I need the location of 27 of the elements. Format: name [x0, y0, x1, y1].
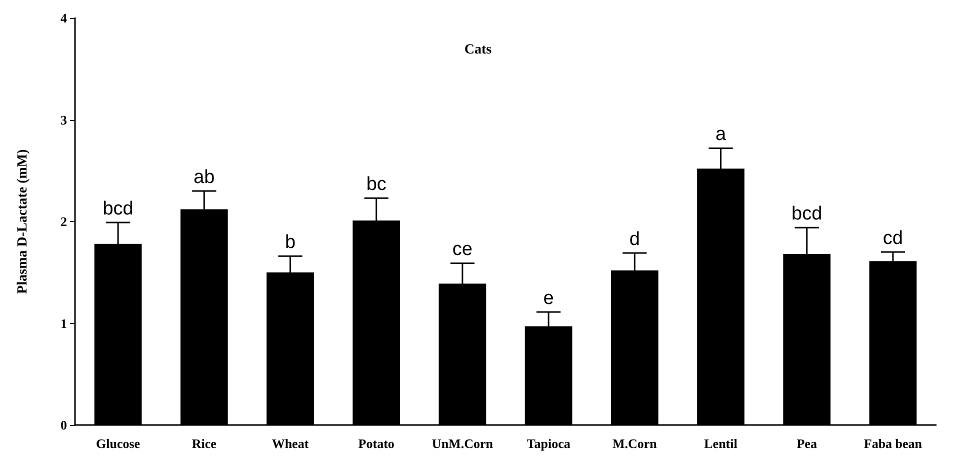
y-axis-title: Plasma D-Lactate (mM) — [16, 148, 30, 294]
x-tick-label: Lentil — [704, 436, 738, 451]
annotation: a — [715, 124, 726, 146]
x-tick-label: Rice — [192, 436, 217, 451]
x-tick-label: Potato — [358, 436, 394, 451]
annotation: e — [543, 288, 554, 310]
x-tick-label: UnM.Corn — [432, 436, 494, 451]
annotation: b — [284, 232, 296, 254]
annotation: d — [629, 229, 640, 250]
y-tick-label: 4 — [60, 10, 68, 26]
annotation: bcd — [102, 198, 134, 220]
annotation: ce — [452, 239, 472, 260]
x-tick-label: Faba bean — [864, 436, 923, 451]
annotation: bcd — [792, 204, 822, 225]
y-tick-label: 0 — [60, 418, 67, 432]
x-tick-label: Glucose — [96, 436, 140, 451]
y-tick-label: 3 — [60, 112, 68, 128]
text: Cats — [464, 42, 492, 58]
annotation: cd — [882, 228, 903, 250]
y-tick-label: 1 — [60, 316, 67, 331]
x-tick-label: Tapioca — [526, 436, 571, 451]
x-tick-label: M.Corn — [612, 436, 658, 451]
x-tick-label: Wheat — [272, 436, 310, 451]
y-tick-label: 2 — [60, 214, 67, 229]
annotation: ab — [194, 166, 215, 188]
annotation: bc — [366, 174, 386, 196]
x-tick-label: Pea — [796, 436, 818, 451]
